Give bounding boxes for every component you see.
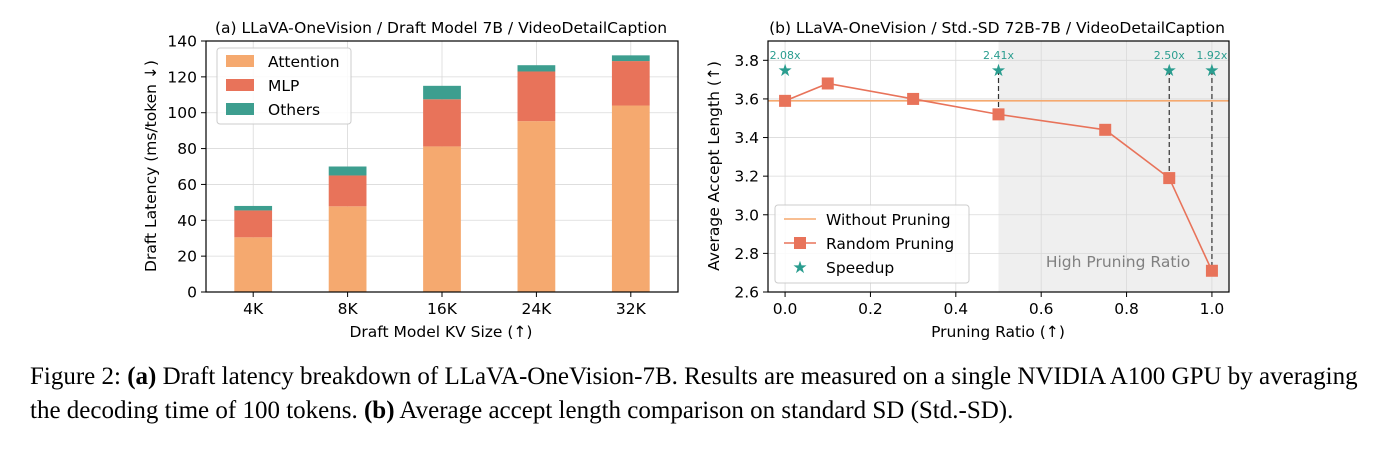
random-pruning-point: [1205, 264, 1218, 277]
bar-mlp-32k: [611, 61, 650, 106]
bar-attention-8k: [328, 206, 367, 292]
random-pruning-point: [992, 108, 1005, 121]
chart-b-xtick-label: 0.2: [858, 300, 883, 318]
bar-mlp-24k: [517, 71, 556, 122]
chart-a-ytick-label: 40: [177, 212, 197, 230]
legend-label-without-pruning: Without Pruning: [826, 211, 951, 229]
figure-caption: Figure 2: (a) Draft latency breakdown of…: [30, 360, 1370, 428]
bar-others-16k: [423, 85, 461, 100]
bar-others-8k: [328, 166, 367, 176]
legend-label-speedup: Speedup: [826, 259, 894, 277]
chart-a-ytick-label: 80: [177, 140, 197, 158]
random-pruning-point: [1163, 172, 1176, 185]
chart-a-ytick-label: 0: [187, 284, 197, 302]
chart-a-legend: Attention MLP Others: [216, 47, 352, 125]
random-pruning-point: [907, 92, 920, 105]
caption-a-tag: (a): [127, 363, 157, 390]
legend-marker-random-pruning: [794, 237, 806, 249]
chart-a-xtick-label: 16K: [427, 300, 458, 318]
caption-b-text: Average accept length comparison on stan…: [394, 397, 1014, 424]
speedup-label: 2.41x: [983, 49, 1014, 62]
bar-mlp-4k: [234, 210, 273, 238]
bar-others-4k: [234, 205, 273, 211]
bar-attention-32k: [611, 105, 650, 293]
bar-mlp-16k: [423, 99, 461, 147]
bar-attention-4k: [234, 237, 273, 292]
legend-label-mlp: MLP: [268, 77, 299, 95]
chart-a-ytick-label: 20: [177, 248, 197, 266]
chart-b-xtick-label: 0.6: [1029, 300, 1054, 318]
chart-b-xtick-label: 0.4: [943, 300, 968, 318]
chart-b-ytick-label: 2.6: [734, 284, 759, 302]
legend-label-others: Others: [268, 101, 320, 119]
chart-b-title: (b) LLaVA-OneVision / Std.-SD 72B-7B / V…: [769, 19, 1225, 37]
chart-a-xtick-label: 4K: [243, 300, 264, 318]
speedup-star-icon: ★: [1162, 61, 1177, 81]
bar-others-32k: [611, 55, 650, 62]
chart-b-legend: Without Pruning Random Pruning ★ Speedup: [774, 204, 970, 284]
chart-b-ylabel: Average Accept Length (↑): [705, 61, 723, 271]
chart-a-ytick-label: 120: [167, 68, 197, 86]
chart-b-xtick-label: 0.0: [773, 300, 798, 318]
bar-others-24k: [517, 65, 556, 72]
figure: (a) LLaVA-OneVision / Draft Model 7B / V…: [142, 19, 1230, 341]
legend-swatch-others: [226, 103, 254, 115]
chart-b-ytick-label: 3.2: [734, 168, 759, 186]
accept-length-chart: (b) LLaVA-OneVision / Std.-SD 72B-7B / V…: [705, 19, 1230, 341]
chart-b-ytick-label: 2.8: [734, 245, 759, 263]
high-pruning-label: High Pruning Ratio: [1046, 253, 1190, 271]
chart-a-xtick-label: 8K: [338, 300, 359, 318]
speedup-star-icon: ★: [1204, 61, 1219, 81]
chart-a-xlabel: Draft Model KV Size (↑): [350, 323, 533, 341]
legend-swatch-mlp: [226, 79, 254, 91]
chart-a-xtick-label: 24K: [521, 300, 552, 318]
chart-b-ytick-label: 3.4: [734, 129, 759, 147]
chart-b-xtick-label: 1.0: [1200, 300, 1225, 318]
chart-b-ytick-label: 3.8: [734, 52, 759, 70]
bar-mlp-8k: [328, 175, 367, 207]
chart-b-xtick-label: 0.8: [1114, 300, 1139, 318]
random-pruning-point: [1099, 123, 1112, 136]
chart-b-ytick-label: 3.6: [734, 90, 759, 108]
legend-star-icon: ★: [792, 258, 807, 278]
speedup-label: 1.92x: [1196, 49, 1227, 62]
high-pruning-region: [998, 41, 1229, 292]
chart-a-title: (a) LLaVA-OneVision / Draft Model 7B / V…: [215, 19, 667, 37]
chart-b-xlabel: Pruning Ratio (↑): [931, 323, 1065, 341]
legend-swatch-attention: [226, 55, 254, 67]
speedup-star-icon: ★: [777, 61, 792, 81]
random-pruning-point: [779, 94, 792, 107]
bar-attention-24k: [517, 121, 556, 292]
speedup-label: 2.08x: [770, 49, 801, 62]
chart-a-ytick-label: 100: [167, 104, 197, 122]
bar-attention-16k: [423, 146, 461, 292]
chart-a-ytick-label: 60: [177, 176, 197, 194]
caption-prefix: Figure 2:: [30, 363, 128, 390]
speedup-label: 2.50x: [1154, 49, 1185, 62]
chart-a-ylabel: Draft Latency (ms/token ↓): [142, 60, 160, 272]
chart-b-ytick-label: 3.0: [734, 206, 759, 224]
random-pruning-point: [821, 77, 834, 90]
legend-label-random-pruning: Random Pruning: [826, 235, 954, 253]
speedup-star-icon: ★: [991, 61, 1006, 81]
legend-label-attention: Attention: [268, 53, 340, 71]
chart-a-ytick-label: 140: [167, 33, 197, 51]
caption-a-text: Draft latency breakdown of LLaVA-OneVisi…: [30, 363, 1358, 424]
latency-breakdown-chart: (a) LLaVA-OneVision / Draft Model 7B / V…: [142, 19, 679, 341]
chart-b-frame: [767, 40, 1230, 293]
caption-b-tag: (b): [363, 397, 395, 424]
chart-a-xtick-label: 32K: [616, 300, 647, 318]
